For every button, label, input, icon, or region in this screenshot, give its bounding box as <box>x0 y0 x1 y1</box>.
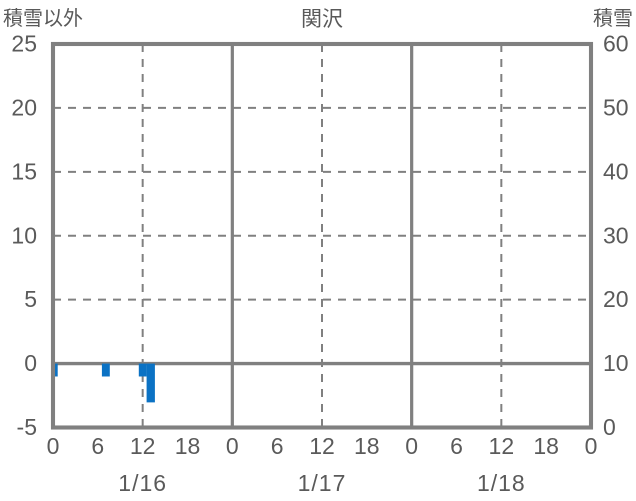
svg-text:積雪: 積雪 <box>593 7 633 30</box>
svg-text:6: 6 <box>450 433 463 459</box>
svg-text:0: 0 <box>24 350 37 376</box>
svg-text:12: 12 <box>489 433 515 459</box>
svg-text:15: 15 <box>11 158 37 184</box>
svg-text:18: 18 <box>175 433 201 459</box>
svg-text:12: 12 <box>130 433 156 459</box>
svg-text:0: 0 <box>405 433 418 459</box>
svg-text:25: 25 <box>11 31 37 57</box>
svg-text:6: 6 <box>271 433 284 459</box>
svg-text:10: 10 <box>11 222 37 248</box>
svg-text:5: 5 <box>24 286 37 312</box>
svg-text:0: 0 <box>47 433 60 459</box>
svg-text:1/17: 1/17 <box>298 470 347 496</box>
svg-text:18: 18 <box>533 433 559 459</box>
svg-text:20: 20 <box>11 94 37 120</box>
svg-text:1/18: 1/18 <box>477 470 526 496</box>
svg-text:関沢: 関沢 <box>301 8 343 31</box>
svg-text:40: 40 <box>603 158 629 184</box>
svg-text:-5: -5 <box>17 414 37 440</box>
svg-text:50: 50 <box>603 94 629 120</box>
svg-text:10: 10 <box>603 350 629 376</box>
svg-text:0: 0 <box>585 433 598 459</box>
svg-text:0: 0 <box>226 433 239 459</box>
svg-text:積雪以外: 積雪以外 <box>3 7 83 30</box>
svg-text:0: 0 <box>603 414 616 440</box>
svg-text:12: 12 <box>309 433 335 459</box>
svg-text:20: 20 <box>603 286 629 312</box>
svg-text:18: 18 <box>354 433 380 459</box>
svg-text:1/16: 1/16 <box>118 470 167 496</box>
svg-text:6: 6 <box>91 433 104 459</box>
svg-text:30: 30 <box>603 222 629 248</box>
svg-text:60: 60 <box>603 31 629 57</box>
